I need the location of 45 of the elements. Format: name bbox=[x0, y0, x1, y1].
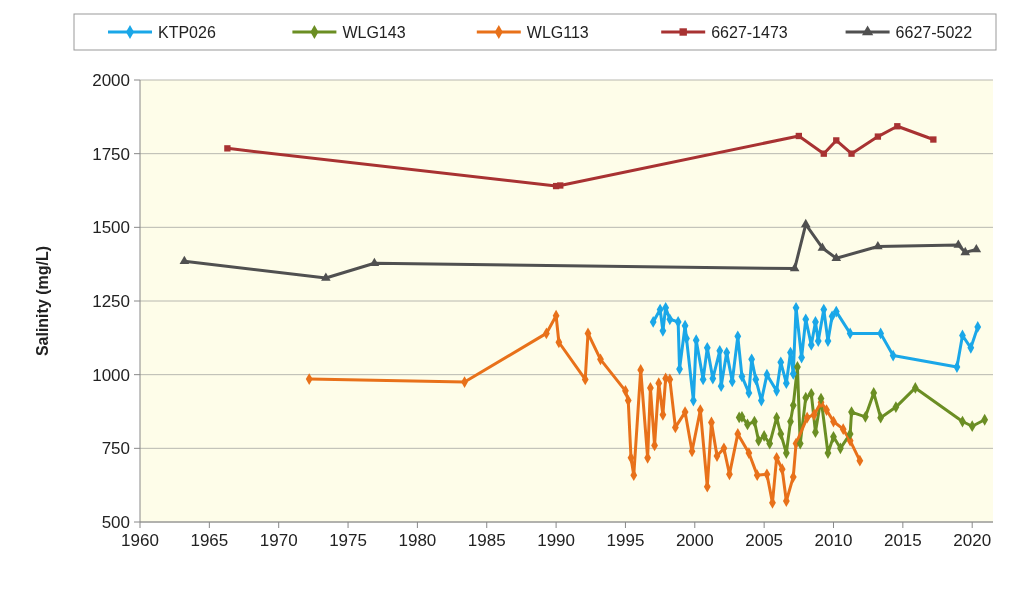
point bbox=[930, 136, 937, 143]
x-tick-label: 2015 bbox=[883, 531, 922, 550]
legend-label: 6627-1473 bbox=[711, 24, 788, 41]
x-tick-label: 1975 bbox=[329, 531, 367, 550]
x-tick-label: 2020 bbox=[953, 531, 992, 550]
point bbox=[179, 255, 190, 264]
y-tick-label: 1000 bbox=[92, 365, 130, 385]
y-axis-title: Salinity (mg/L) bbox=[34, 245, 51, 357]
point bbox=[833, 137, 840, 144]
point bbox=[820, 150, 827, 157]
legend-label: KTP026 bbox=[158, 24, 216, 41]
point bbox=[831, 252, 842, 262]
point bbox=[789, 263, 800, 272]
point bbox=[557, 182, 564, 189]
legend-label: 6627-5022 bbox=[895, 24, 973, 41]
legend-label: WLG113 bbox=[526, 24, 589, 41]
point bbox=[971, 243, 982, 253]
point bbox=[960, 246, 971, 256]
x-tick-label: 1990 bbox=[537, 531, 576, 550]
x-tick-label: 1965 bbox=[190, 531, 229, 550]
x-tick-label: 1985 bbox=[467, 531, 506, 550]
x-tick-label: 1995 bbox=[606, 531, 645, 550]
x-tick-label: 2005 bbox=[745, 531, 784, 550]
y-tick-label: 2000 bbox=[92, 71, 130, 90]
point bbox=[817, 242, 828, 251]
y-tick-label: 1750 bbox=[92, 144, 130, 164]
x-tick-label: 1970 bbox=[259, 531, 298, 550]
y-tick-label: 1500 bbox=[92, 218, 130, 238]
point bbox=[953, 239, 964, 248]
point bbox=[795, 132, 802, 140]
point bbox=[800, 218, 811, 228]
point bbox=[848, 150, 855, 157]
point bbox=[224, 145, 231, 152]
x-tick-label: 1980 bbox=[398, 531, 437, 550]
point bbox=[873, 240, 883, 250]
x-tick-label: 1960 bbox=[121, 531, 159, 550]
x-tick-label: 2010 bbox=[814, 531, 853, 550]
y-tick-label: 500 bbox=[101, 513, 130, 532]
point bbox=[321, 272, 331, 281]
x-tick-label: 2000 bbox=[675, 531, 714, 550]
y-tick-label: 750 bbox=[101, 439, 130, 459]
point bbox=[874, 133, 882, 140]
y-tick-label: 1250 bbox=[92, 292, 130, 311]
legend-label: WLG143 bbox=[342, 24, 406, 41]
point bbox=[894, 123, 901, 130]
